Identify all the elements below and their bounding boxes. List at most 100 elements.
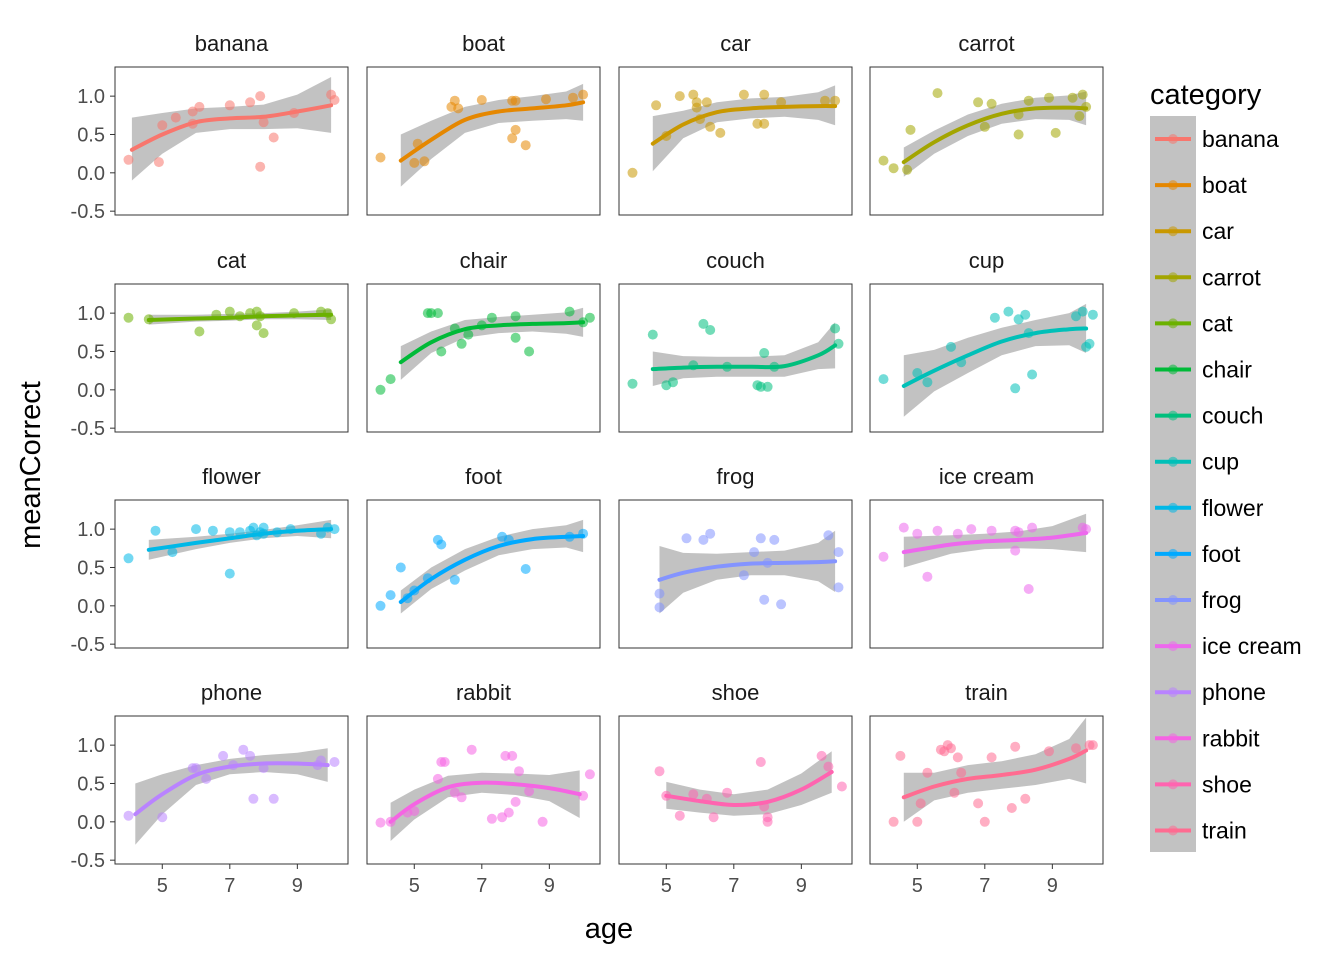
facet-car: car bbox=[618, 31, 853, 216]
data-point bbox=[507, 750, 518, 761]
legend-item-shoe: shoe bbox=[1155, 771, 1252, 797]
data-point bbox=[830, 95, 841, 106]
data-point bbox=[395, 562, 406, 573]
legend-key-point bbox=[1168, 272, 1178, 283]
legend-title: category bbox=[1150, 79, 1262, 111]
data-point bbox=[647, 329, 658, 340]
facet-title: rabbit bbox=[456, 680, 511, 705]
legend-item-cup: cup bbox=[1155, 449, 1239, 475]
data-point bbox=[922, 767, 933, 778]
legend-item-frog: frog bbox=[1155, 587, 1242, 613]
data-point bbox=[915, 798, 926, 809]
data-point bbox=[123, 810, 134, 821]
data-point bbox=[224, 100, 235, 111]
data-point bbox=[966, 524, 977, 535]
legend-items: banana boat car carrot cat chair couch cup flowe… bbox=[1155, 126, 1302, 844]
data-point bbox=[946, 341, 956, 352]
facet-rabbit: rabbit 5 7 9 bbox=[366, 680, 601, 897]
data-point bbox=[584, 312, 595, 323]
data-point bbox=[1077, 306, 1088, 317]
y-tick-label: -0.5 bbox=[71, 850, 105, 872]
y-tick-label: -0.5 bbox=[71, 418, 105, 440]
y-tick-label: 1.0 bbox=[77, 735, 105, 757]
legend-key-point bbox=[1168, 364, 1178, 375]
panel-frame bbox=[366, 499, 601, 649]
data-point bbox=[385, 374, 396, 385]
facet-chair: chair bbox=[366, 248, 601, 433]
data-point bbox=[820, 95, 830, 106]
data-point bbox=[194, 326, 205, 337]
legend-label: carrot bbox=[1202, 264, 1261, 290]
data-point bbox=[1010, 741, 1021, 752]
x-tick-label: 7 bbox=[979, 875, 990, 897]
data-point bbox=[326, 314, 337, 325]
data-point bbox=[912, 368, 923, 378]
data-point bbox=[986, 525, 997, 536]
facet-carrot: carrot bbox=[869, 31, 1104, 216]
legend-key-point bbox=[1168, 502, 1178, 513]
data-point bbox=[578, 89, 589, 100]
legend-item-chair: chair bbox=[1155, 357, 1252, 383]
data-point bbox=[698, 318, 709, 329]
data-point bbox=[409, 157, 420, 168]
data-point bbox=[776, 97, 787, 108]
data-point bbox=[123, 154, 134, 165]
data-point bbox=[878, 374, 889, 385]
data-point bbox=[1067, 92, 1078, 103]
data-point bbox=[1074, 111, 1085, 122]
data-point bbox=[902, 164, 913, 175]
data-point bbox=[245, 97, 256, 108]
data-point bbox=[674, 91, 685, 102]
data-point bbox=[123, 312, 134, 323]
facet-title: banana bbox=[195, 31, 269, 56]
data-point bbox=[157, 812, 168, 823]
data-point bbox=[224, 568, 235, 579]
facet-foot: foot bbox=[366, 464, 601, 649]
legend-item-rabbit: rabbit bbox=[1155, 725, 1260, 751]
legend-item-phone: phone bbox=[1155, 679, 1266, 705]
facet-title: cat bbox=[217, 248, 246, 273]
data-point bbox=[251, 320, 262, 331]
data-point bbox=[769, 534, 780, 545]
data-point bbox=[167, 547, 178, 558]
legend-key-point bbox=[1168, 733, 1178, 744]
data-point bbox=[510, 796, 521, 807]
data-point bbox=[456, 338, 467, 349]
data-point bbox=[514, 766, 524, 777]
facet-title: couch bbox=[706, 248, 765, 273]
data-point bbox=[201, 773, 212, 784]
data-point bbox=[463, 329, 474, 340]
data-point bbox=[823, 761, 834, 772]
data-point bbox=[688, 89, 699, 100]
confidence-band bbox=[135, 748, 328, 845]
data-point bbox=[584, 769, 595, 780]
legend-item-cat: cat bbox=[1155, 310, 1233, 336]
smooth-line bbox=[398, 320, 586, 365]
data-point bbox=[1013, 129, 1024, 140]
data-point bbox=[224, 527, 235, 538]
data-point bbox=[449, 574, 460, 585]
data-point bbox=[245, 750, 256, 761]
data-point bbox=[456, 792, 467, 803]
facet-title: chair bbox=[460, 248, 508, 273]
legend-item-foot: foot bbox=[1155, 541, 1241, 567]
data-point bbox=[524, 786, 535, 797]
data-point bbox=[701, 97, 712, 108]
data-point bbox=[541, 94, 551, 105]
data-point bbox=[759, 594, 770, 605]
facet-title: frog bbox=[717, 464, 755, 489]
y-tick-label: 0.0 bbox=[77, 596, 105, 618]
legend-key-point bbox=[1168, 456, 1178, 467]
data-point bbox=[520, 564, 531, 574]
data-point bbox=[979, 121, 990, 132]
data-point bbox=[510, 332, 521, 343]
data-point bbox=[1084, 338, 1095, 349]
data-point bbox=[946, 743, 956, 754]
data-point bbox=[1006, 803, 1017, 813]
x-axis-label: age bbox=[585, 913, 633, 945]
facet-title: flower bbox=[202, 464, 261, 489]
y-tick-label: 1.0 bbox=[77, 86, 105, 108]
data-point bbox=[258, 328, 269, 339]
legend-item-ice-cream: ice cream bbox=[1155, 633, 1302, 659]
